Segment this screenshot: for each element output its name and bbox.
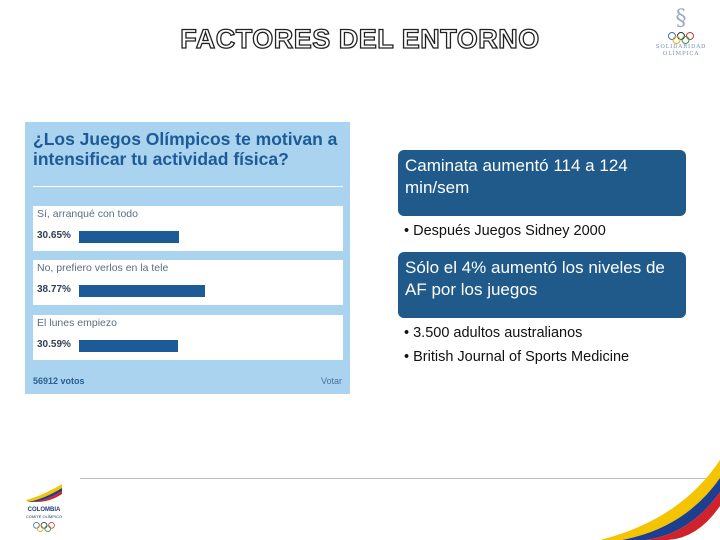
- poll-option-bar: [79, 340, 178, 352]
- poll-option-percent: 38.77%: [37, 284, 71, 295]
- callout-walking: Caminata aumentó 114 a 124 min/sem: [398, 150, 686, 216]
- s-emblem-icon: §: [675, 6, 687, 31]
- bullet-sydney: • Después Juegos Sidney 2000: [404, 223, 606, 239]
- olympic-rings-icon: [33, 522, 55, 532]
- bullet-journal: • British Journal of Sports Medicine: [404, 349, 630, 365]
- colombia-logo-name: COLOMBIA: [27, 507, 61, 513]
- poll-option-3[interactable]: El lunes empiezo 30.59%: [33, 315, 343, 360]
- poll-question: ¿Los Juegos Olímpicos te motivan a inten…: [33, 129, 338, 169]
- poll-vote-count: 56912 votos: [33, 376, 85, 386]
- vote-link[interactable]: Votar: [320, 376, 342, 386]
- poll-option-1[interactable]: Sí, arranqué con todo 30.65%: [33, 206, 343, 251]
- poll-option-percent: 30.59%: [37, 339, 71, 350]
- callout-four-percent: Sólo el 4% aumentó los niveles de AF por…: [398, 252, 686, 318]
- flag-stripes-decoration: [600, 460, 720, 540]
- poll-option-bar: [79, 231, 179, 243]
- poll-option-label: No, prefiero verlos en la tele: [37, 262, 169, 274]
- logo-text-line1: SOLIDARIDAD: [655, 44, 707, 50]
- poll-option-bar: [79, 285, 205, 297]
- poll-option-2[interactable]: No, prefiero verlos en la tele 38.77%: [33, 260, 343, 305]
- colombia-flag-icon: [26, 484, 62, 502]
- footer-divider: [80, 478, 720, 479]
- logo-text-line2: OLÍMPICA: [662, 51, 700, 57]
- poll-option-label: El lunes empiezo: [37, 317, 117, 329]
- poll-option-label: Sí, arranqué con todo: [37, 208, 138, 220]
- poll-widget: ¿Los Juegos Olímpicos te motivan a inten…: [25, 122, 350, 394]
- solidaridad-olimpica-logo: § SOLIDARIDAD OLÍMPICA: [648, 6, 714, 72]
- bullet-adults: • 3.500 adultos australianos: [404, 325, 583, 341]
- poll-option-percent: 30.65%: [37, 230, 71, 241]
- poll-divider: [33, 186, 343, 187]
- slide-title: FACTORES DEL ENTORNO: [180, 23, 540, 54]
- colombia-olympic-logo: COLOMBIA COMITÉ OLÍMPICO: [18, 482, 70, 534]
- olympic-rings-icon: [668, 32, 694, 44]
- colombia-logo-subtitle: COMITÉ OLÍMPICO: [25, 514, 63, 519]
